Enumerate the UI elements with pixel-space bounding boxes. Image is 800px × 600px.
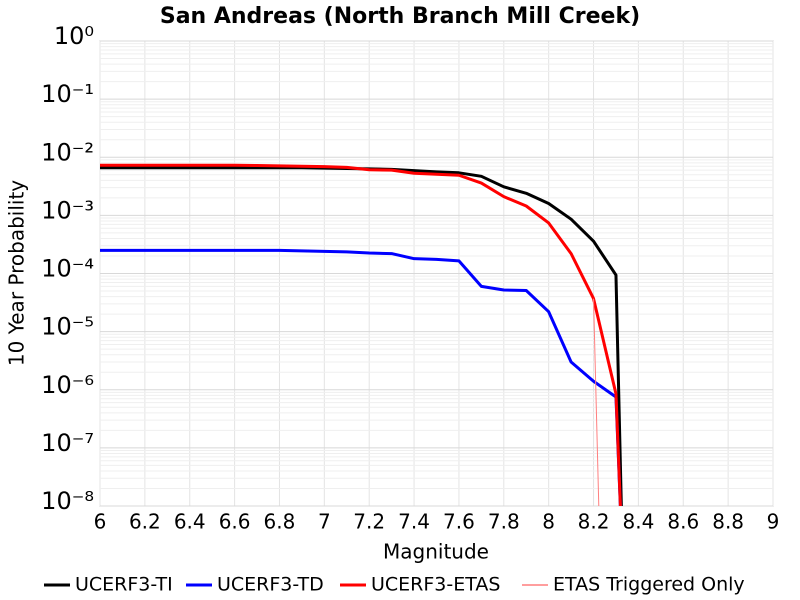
legend-label: UCERF3-TD <box>217 574 324 596</box>
x-tick-label: 7.8 <box>488 510 520 534</box>
y-tick-label: 10⁻¹ <box>41 80 94 108</box>
x-tick-label: 8.8 <box>712 510 744 534</box>
x-tick-label: 6.8 <box>264 510 296 534</box>
x-axis-label: Magnitude <box>383 540 489 564</box>
legend-label: UCERF3-TI <box>75 574 173 596</box>
legend-label: UCERF3-ETAS <box>371 574 500 596</box>
y-tick-label: 10⁻⁸ <box>41 487 94 515</box>
x-tick-label: 9 <box>767 510 780 534</box>
y-tick-label: 10⁻² <box>41 138 94 166</box>
y-tick-label: 10⁻⁵ <box>41 313 94 341</box>
x-tick-label: 6 <box>94 510 107 534</box>
y-tick-label: 10⁰ <box>54 22 94 50</box>
x-tick-label: 6.6 <box>219 510 251 534</box>
lines <box>100 163 623 506</box>
x-tick-label: 8 <box>542 510 555 534</box>
grid <box>99 40 774 507</box>
x-tick-label: 7.4 <box>398 510 430 534</box>
series-line <box>100 248 622 506</box>
chart-title: San Andreas (North Branch Mill Creek) <box>160 4 640 29</box>
x-tick-label: 8.6 <box>667 510 699 534</box>
y-axis-label: 10 Year Probability <box>5 180 29 366</box>
series-line <box>100 163 622 506</box>
x-tick-label: 8.4 <box>622 510 654 534</box>
legend: UCERF3-TI UCERF3-TD UCERF3-ETAS ETAS Trigge… <box>44 574 745 596</box>
x-tick-label: 7 <box>318 510 331 534</box>
x-tick-label: 7.2 <box>353 510 385 534</box>
y-tick-label: 10⁻⁷ <box>41 429 94 457</box>
x-tick-label: 6.2 <box>129 510 161 534</box>
y-tick-label: 10⁻⁶ <box>41 371 94 399</box>
x-tick-label: 7.6 <box>443 510 475 534</box>
x-tick-label: 8.2 <box>578 510 610 534</box>
y-tick-label: 10⁻⁴ <box>41 255 94 283</box>
x-tick-label: 6.4 <box>174 510 206 534</box>
y-tick-label: 10⁻³ <box>41 196 94 224</box>
legend-label: ETAS Triggered Only <box>553 574 745 596</box>
series-line <box>593 298 600 506</box>
